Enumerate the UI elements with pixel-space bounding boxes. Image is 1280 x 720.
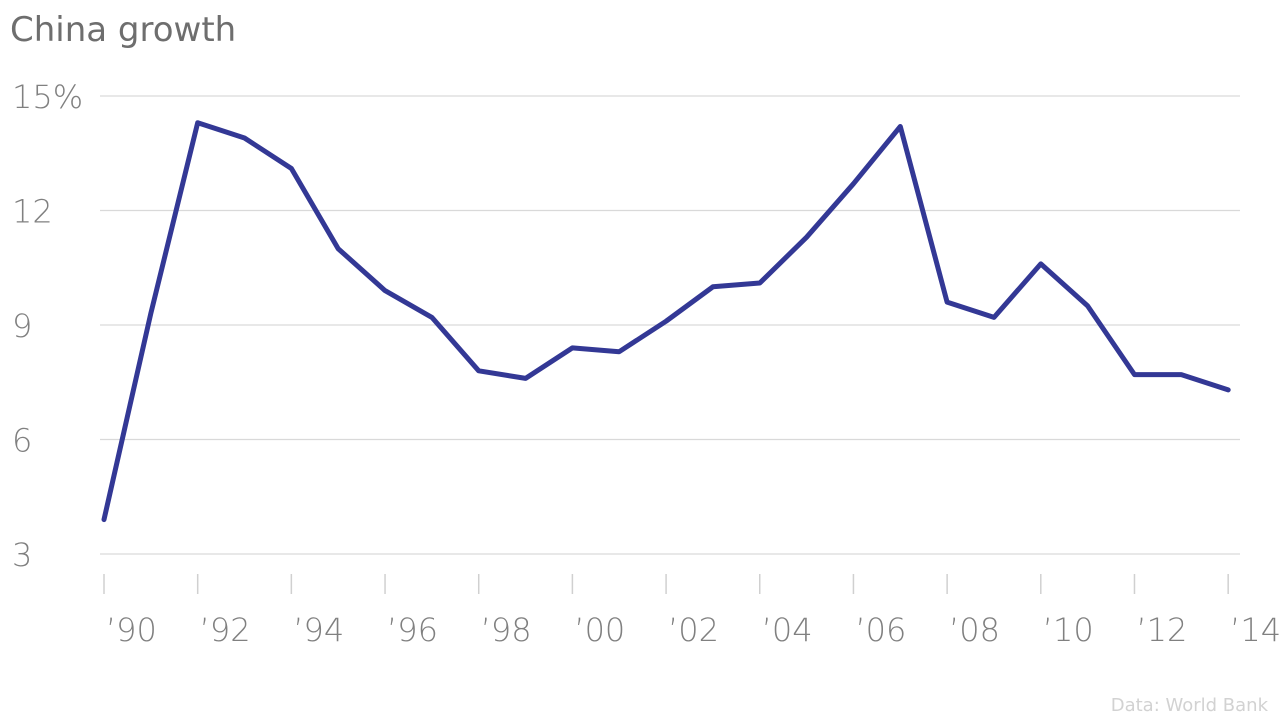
source-note: Data: World Bank — [1110, 695, 1268, 716]
x-tick-label-2006: ’06 — [855, 611, 906, 649]
y-tick-label-12: 12 — [12, 193, 53, 231]
x-tick-label-1990: ’90 — [106, 611, 157, 649]
x-tick-label-2004: ’04 — [762, 611, 813, 649]
x-tick-label-2012: ’12 — [1136, 611, 1187, 649]
x-tick-label-1996: ’96 — [387, 611, 438, 649]
x-tick-label-2014: ’14 — [1230, 611, 1280, 649]
x-tick-label-1998: ’98 — [481, 611, 532, 649]
y-tick-label-3: 3 — [12, 536, 32, 574]
x-tick-label-2008: ’08 — [949, 611, 1000, 649]
chart-title: China growth — [10, 10, 237, 50]
y-axis-labels: 3 6 9 12 15% — [12, 78, 83, 574]
x-tick-label-1992: ’92 — [200, 611, 251, 649]
y-tick-label-6: 6 — [12, 422, 32, 460]
x-axis-labels: ’90 ’92 ’94 ’96 ’98 ’00 ’02 ’04 ’06 ’08 ’10 ’12 ’14 — [106, 611, 1280, 649]
series-line-china-gdp-growth — [101, 120, 1231, 523]
y-tick-label-15: 15% — [12, 78, 83, 116]
x-tick-label-2010: ’10 — [1043, 611, 1094, 649]
x-axis-ticks — [103, 574, 1229, 594]
x-tick-label-2000: ’00 — [574, 611, 625, 649]
gridlines — [100, 95, 1240, 555]
y-tick-label-9: 9 — [12, 307, 32, 345]
x-tick-label-1994: ’94 — [293, 611, 344, 649]
x-tick-label-2002: ’02 — [668, 611, 719, 649]
